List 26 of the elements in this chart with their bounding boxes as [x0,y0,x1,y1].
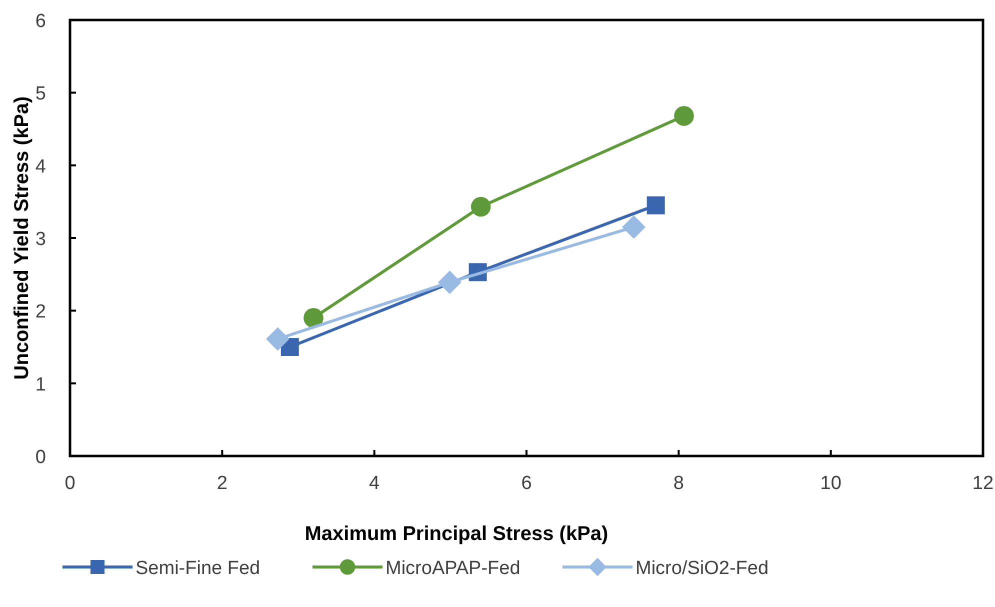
x-tick-label: 0 [64,473,76,494]
x-tick-label: 8 [673,473,684,494]
y-tick-label: 2 [35,302,46,323]
point [438,270,462,294]
legend-label: MicroAPAP-Fed [386,558,520,579]
legend-label: Semi-Fine Fed [136,558,260,579]
y-tick-label: 0 [35,447,46,468]
point [470,196,491,217]
point [674,106,694,126]
legend-label: Micro/SiO2-Fed [636,558,769,579]
x-tick-label: 4 [369,473,380,494]
x-tick-label: 2 [216,473,228,494]
point [622,215,646,239]
point [266,327,290,351]
point [646,196,665,214]
y-tick-label: 4 [35,156,46,178]
x-axis-title: Maximum Principal Stress (kPa) [304,523,608,545]
y-tick-label: 6 [35,11,46,32]
x-tick-label: 12 [972,473,994,494]
point [304,308,324,328]
x-tick-label: 6 [521,473,532,494]
y-tick-label: 5 [35,84,46,105]
y-tick-label: 1 [35,374,46,396]
y-axis-title: Unconfined Yield Stress (kPa) [11,96,33,380]
y-tick-label: 3 [35,229,46,250]
x-tick-label: 10 [820,473,842,494]
